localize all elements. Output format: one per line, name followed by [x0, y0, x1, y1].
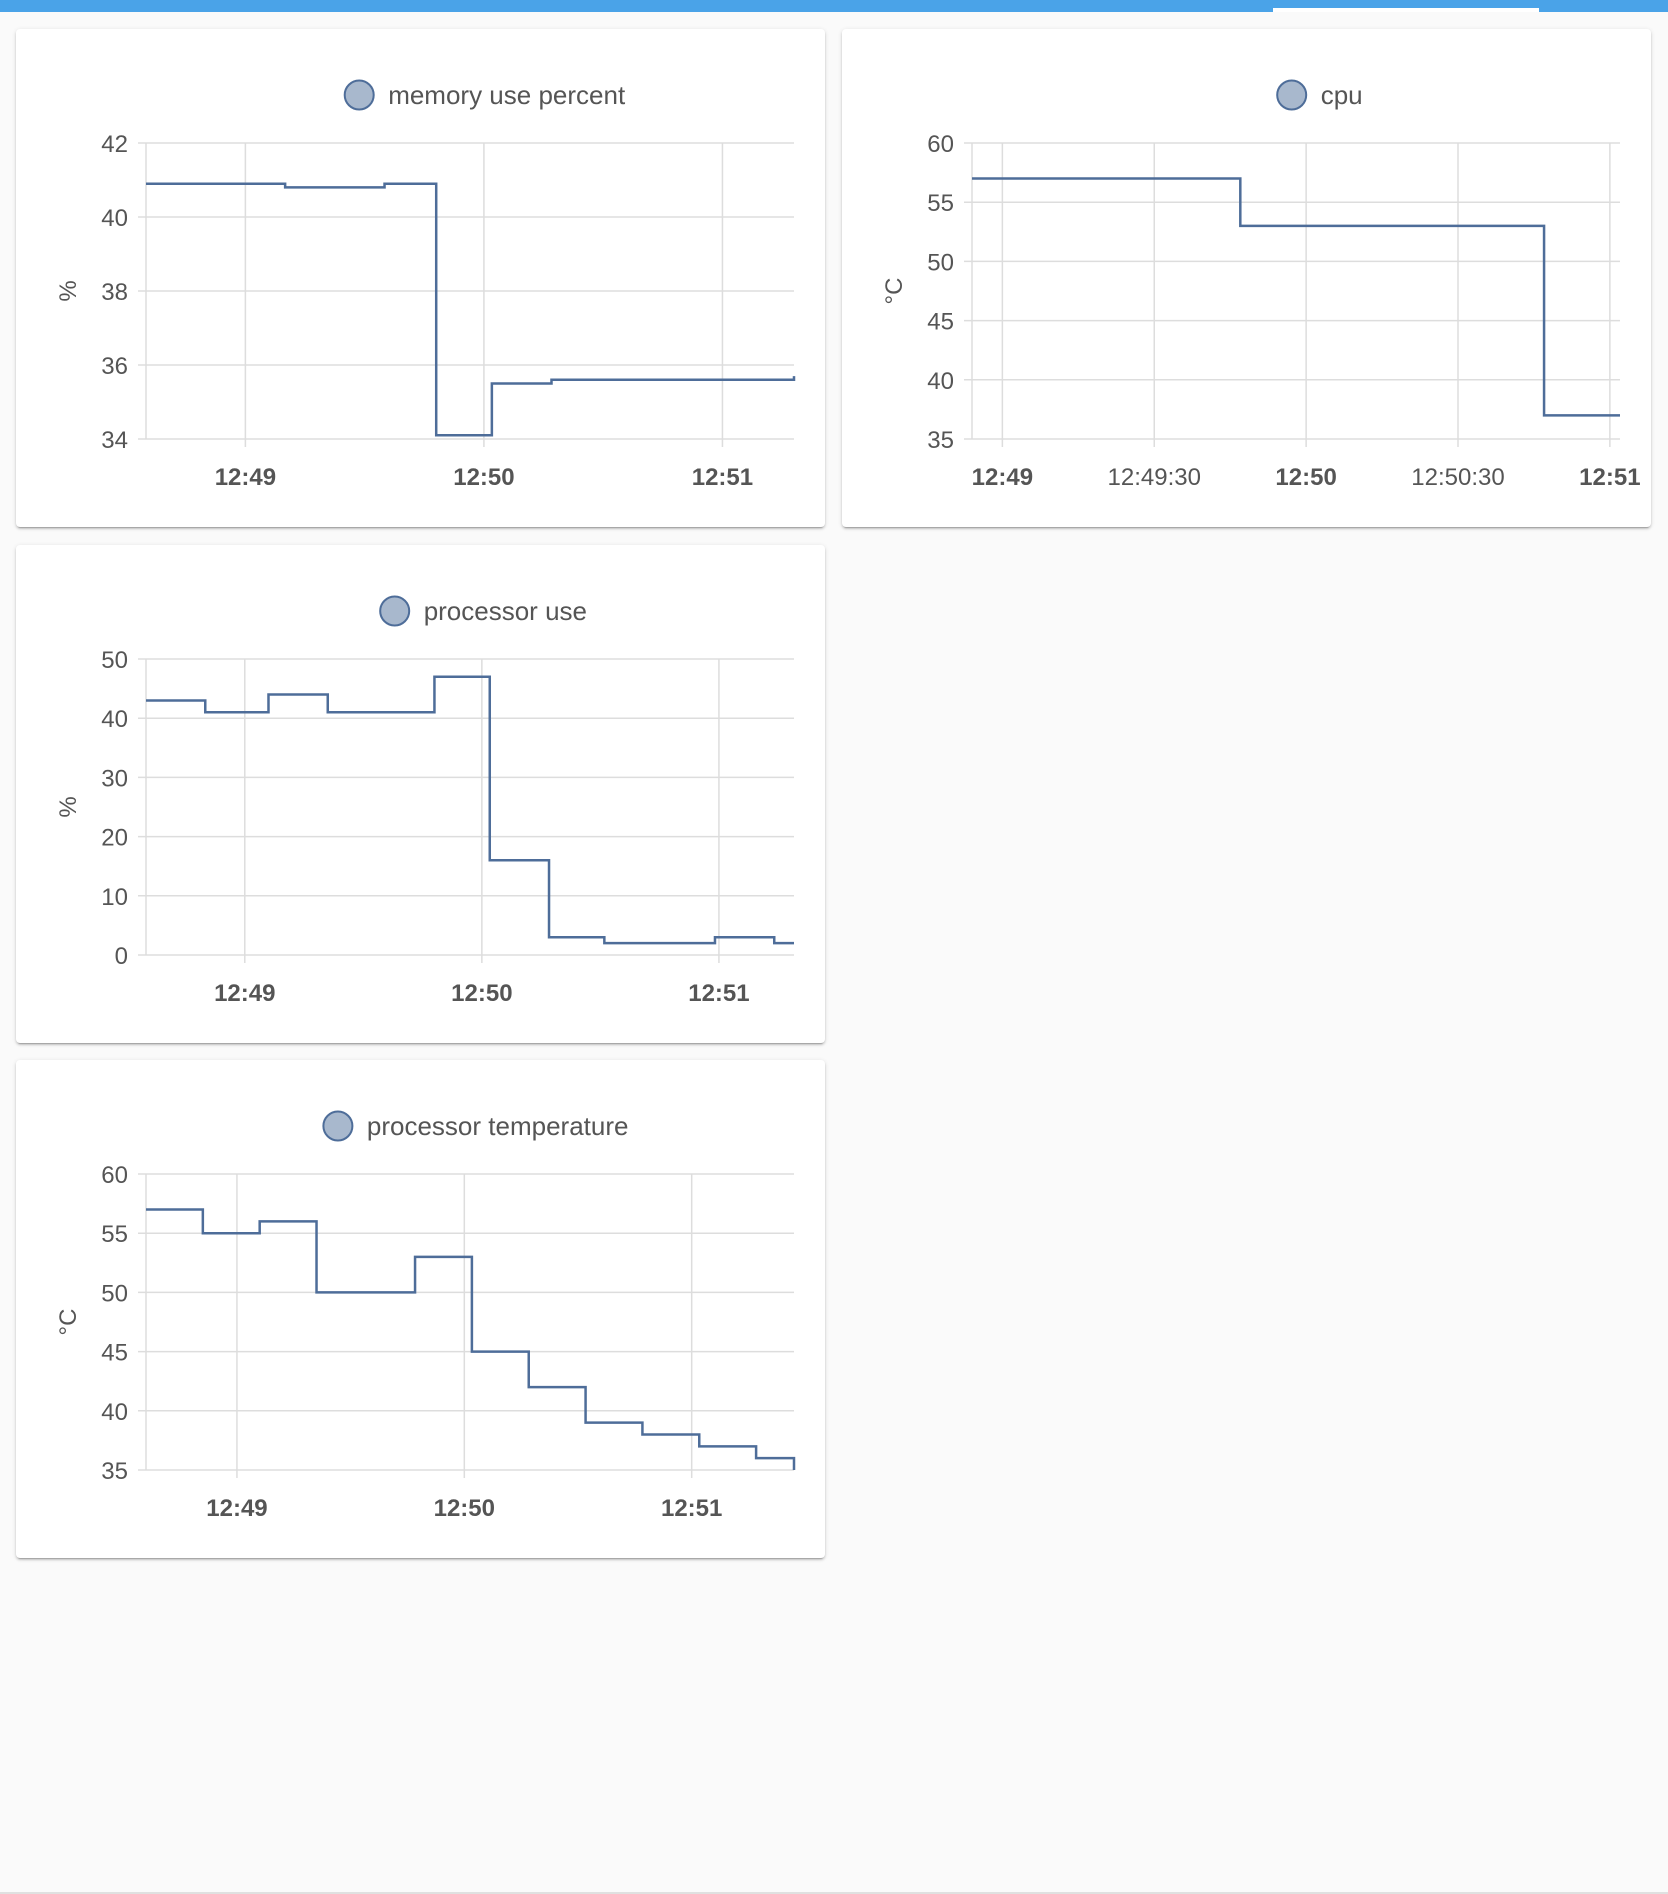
x-tick-label: 12:49:30	[1108, 464, 1201, 491]
y-tick-label: 55	[927, 190, 954, 217]
y-axis-title: %	[55, 280, 82, 301]
series-line	[146, 182, 796, 437]
processor-use-card: processor use 0 10 20 30 40 50 12:49 12:50 12:51%	[16, 545, 825, 1043]
bottom-divider	[0, 1892, 1668, 1894]
cpu-card: cpu 35 40 45 50 55 60 12:49 12:49:30 12:50 12:50:3…	[842, 29, 1651, 527]
series-line	[146, 675, 794, 945]
y-tick-label: 40	[927, 368, 954, 395]
x-tick-label: 12:51	[661, 1495, 722, 1522]
y-tick-label: 50	[101, 1280, 128, 1307]
y-tick-label: 40	[101, 706, 128, 733]
y-tick-label: 42	[101, 131, 128, 158]
y-tick-label: 55	[101, 1221, 128, 1248]
x-tick-label: 12:51	[1579, 464, 1640, 491]
x-tick-label: 12:51	[688, 980, 749, 1007]
y-tick-label: 34	[101, 427, 128, 454]
y-tick-label: 40	[101, 1399, 128, 1426]
y-tick-label: 10	[101, 884, 128, 911]
legend-swatch-icon	[1276, 79, 1308, 111]
y-tick-label: 35	[927, 427, 954, 454]
legend-swatch-icon	[379, 595, 411, 627]
legend-label: processor use	[424, 596, 587, 626]
y-tick-label: 45	[927, 309, 954, 336]
series-line	[972, 177, 1620, 417]
series-line	[146, 1208, 796, 1470]
memory-use-percent-card: memory use percent 34 36 38 40 42 12:49 12:50 12…	[16, 29, 825, 527]
memory-use-percent-chart: memory use percent 34 36 38 40 42 12:49 12:50 12…	[55, 79, 796, 491]
x-tick-label: 12:50	[434, 1495, 495, 1522]
legend-swatch-icon	[322, 1110, 354, 1142]
x-tick-label: 12:50	[1275, 464, 1336, 491]
x-tick-label: 12:49	[972, 464, 1033, 491]
legend-label: cpu	[1321, 80, 1363, 110]
y-tick-label: 35	[101, 1458, 128, 1485]
y-tick-label: 60	[927, 131, 954, 158]
y-tick-label: 0	[115, 943, 128, 970]
y-tick-label: 50	[101, 647, 128, 674]
x-tick-label: 12:50	[453, 464, 514, 491]
y-tick-label: 60	[101, 1162, 128, 1189]
x-tick-label: 12:50	[451, 980, 512, 1007]
x-tick-label: 12:49	[215, 464, 276, 491]
x-tick-label: 12:51	[692, 464, 753, 491]
legend-label: processor temperature	[367, 1111, 629, 1141]
active-tab-indicator	[1273, 8, 1539, 12]
y-axis-title: %	[55, 796, 82, 817]
y-tick-label: 30	[101, 765, 128, 792]
processor-temperature-card: processor temperature 35 40 45 50 55 60 12:49 12…	[16, 1060, 825, 1558]
y-tick-label: 40	[101, 205, 128, 232]
x-tick-label: 12:49	[214, 980, 275, 1007]
y-tick-label: 36	[101, 353, 128, 380]
processor-temperature-chart: processor temperature 35 40 45 50 55 60 12:49 12…	[55, 1110, 796, 1522]
y-tick-label: 38	[101, 279, 128, 306]
y-tick-label: 50	[927, 249, 954, 276]
processor-use-chart: processor use 0 10 20 30 40 50 12:49 12:50 12:51%	[55, 595, 794, 1007]
x-tick-label: 12:49	[206, 1495, 267, 1522]
x-tick-label: 12:50:30	[1411, 464, 1504, 491]
y-tick-label: 20	[101, 825, 128, 852]
legend-label: memory use percent	[388, 80, 626, 110]
top-toolbar	[0, 0, 1668, 12]
cpu-chart: cpu 35 40 45 50 55 60 12:49 12:49:30 12:50 12:50:3…	[881, 79, 1641, 491]
y-axis-title: °C	[55, 1309, 82, 1336]
y-axis-title: °C	[881, 278, 908, 305]
legend-swatch-icon	[343, 79, 375, 111]
y-tick-label: 45	[101, 1340, 128, 1367]
